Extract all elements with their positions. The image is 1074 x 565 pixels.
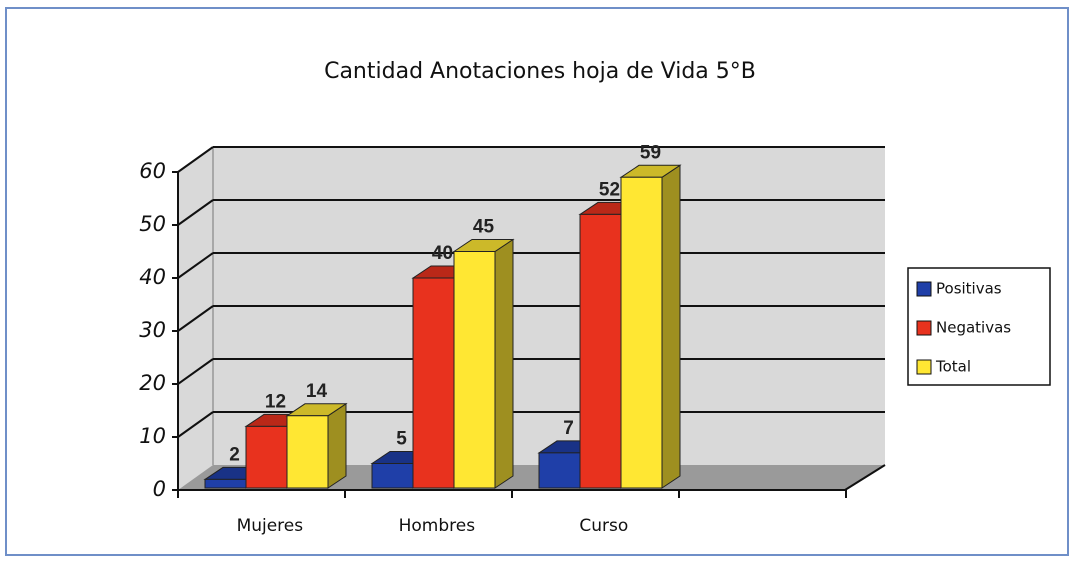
grid-line xyxy=(177,411,214,438)
bar-face xyxy=(245,425,288,489)
back-wall xyxy=(178,147,885,490)
data-label: 7 xyxy=(563,418,574,439)
x-tick-label: Curso xyxy=(579,516,628,536)
grid-line xyxy=(177,199,214,226)
data-label: 12 xyxy=(265,391,286,412)
grid-line xyxy=(177,252,214,279)
y-tick-label: 20 xyxy=(139,371,166,395)
bar-face xyxy=(579,213,622,489)
floor xyxy=(178,465,885,490)
bar-face xyxy=(412,277,455,489)
legend-swatch xyxy=(916,320,932,336)
bar-face xyxy=(204,478,247,489)
legend-label: Negativas xyxy=(936,319,1011,337)
bar-face xyxy=(538,452,581,489)
floor-edge xyxy=(844,464,886,491)
grid-line xyxy=(177,305,214,332)
bar-face xyxy=(371,463,414,489)
legend-swatch xyxy=(916,359,932,375)
data-label: 14 xyxy=(306,381,328,402)
data-label: 2 xyxy=(229,444,240,465)
data-label: 52 xyxy=(599,179,620,200)
grid-line xyxy=(177,358,214,385)
y-tick-label: 50 xyxy=(139,212,166,236)
bar-face xyxy=(620,176,663,489)
bar xyxy=(285,402,348,489)
y-tick-label: 0 xyxy=(153,477,166,501)
grid-line xyxy=(177,146,214,173)
x-tick-label: Hombres xyxy=(399,516,476,536)
bar-face xyxy=(453,251,496,489)
x-tick-label: Mujeres xyxy=(237,516,304,536)
legend-swatch xyxy=(916,281,932,297)
bar-face xyxy=(286,415,329,489)
legend xyxy=(907,267,1051,386)
legend-label: Positivas xyxy=(936,280,1002,298)
data-label: 5 xyxy=(396,429,407,450)
y-tick-label: 60 xyxy=(139,159,166,183)
bar xyxy=(452,238,515,489)
bar-face xyxy=(327,402,347,489)
data-label: 45 xyxy=(473,217,495,238)
bar-face xyxy=(494,238,514,489)
data-label: 40 xyxy=(432,243,453,264)
legend-label: Total xyxy=(935,358,971,376)
y-tick-label: 30 xyxy=(139,318,166,342)
y-tick-label: 10 xyxy=(139,424,166,448)
data-label: 59 xyxy=(640,142,661,163)
chart-title: Cantidad Anotaciones hoja de Vida 5°B xyxy=(324,59,756,84)
bar-face xyxy=(661,164,681,489)
bar xyxy=(619,164,682,489)
y-tick-label: 40 xyxy=(139,265,166,289)
